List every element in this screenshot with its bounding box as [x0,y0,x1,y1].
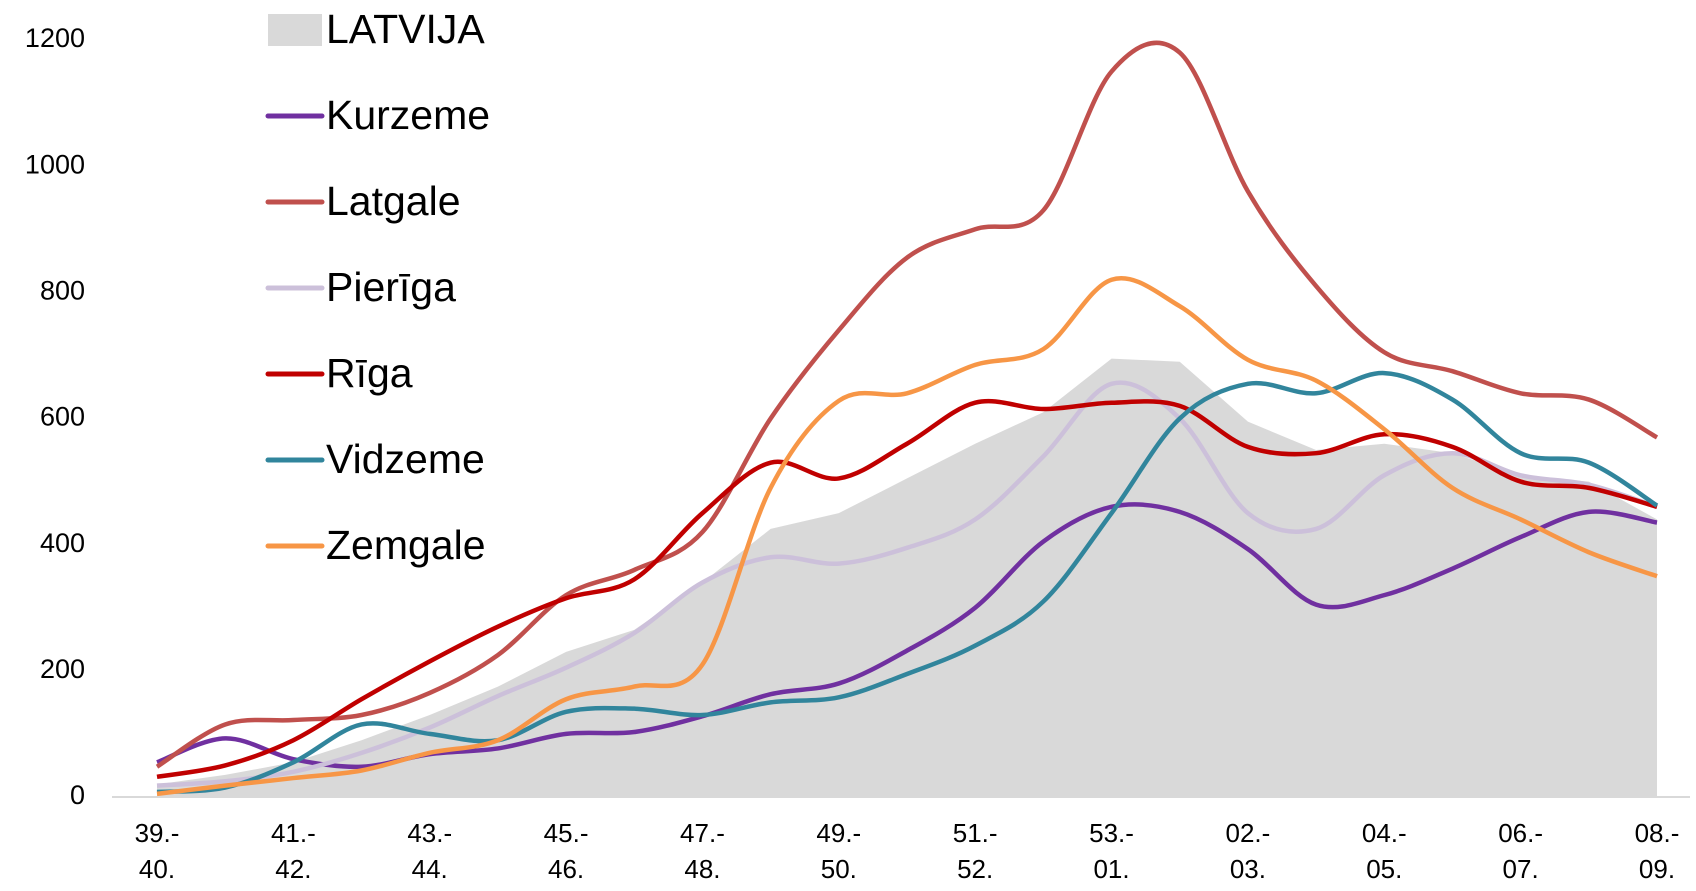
line [156,276,1658,797]
y-tick-label: 200 [40,654,85,684]
x-tick-label: 08.- 09. [1634,818,1680,884]
x-tick-label: 06.- 07. [1498,818,1544,884]
legend-label: Zemgale [326,522,486,568]
line [155,40,1659,769]
legend-label: Pierīga [326,264,456,310]
x-tick-label: 49.- 50. [816,818,862,884]
y-tick-label: 800 [40,275,85,305]
y-tick-label: 400 [40,528,85,558]
y-tick-label: 1000 [25,149,85,179]
legend-swatch [268,14,322,46]
y-tick-label: 1200 [25,23,85,53]
legend-label: Kurzeme [326,92,490,138]
x-tick-label: 39.- 40. [134,818,180,884]
line [156,370,1659,795]
legend-label: Rīga [326,350,413,396]
x-tick-label: 51.- 52. [952,818,998,884]
x-tick-label: 04.- 05. [1361,818,1407,884]
x-tick-label: 02.- 03. [1225,818,1271,884]
line [156,398,1658,780]
y-tick-label: 0 [70,780,85,810]
y-tick-label: 600 [40,402,85,432]
x-tick-label: 43.- 44. [407,818,453,884]
x-tick-label: 45.- 46. [543,818,589,884]
x-tick-label: 53.- 01. [1089,818,1134,884]
legend-label: LATVIJA [326,6,485,52]
area [157,358,1657,797]
legend-label: Vidzeme [326,436,485,482]
x-tick-label: 47.- 48. [680,818,725,884]
legend-label: Latgale [326,178,461,224]
x-tick-label: 41.- 42. [270,818,316,884]
